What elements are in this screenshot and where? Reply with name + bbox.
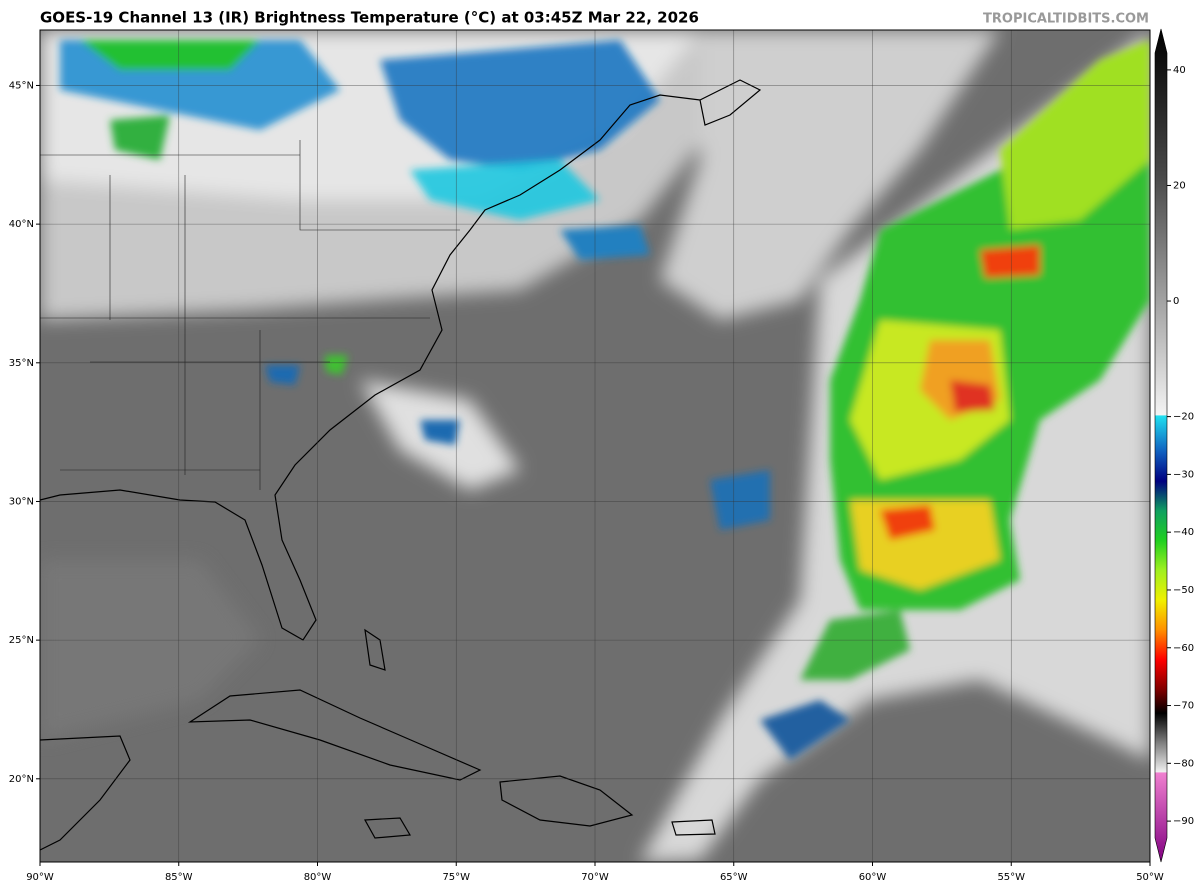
colorbar-tick-label: −20 xyxy=(1173,412,1194,423)
y-tick-label: 40°N xyxy=(9,219,34,230)
y-tick-label: 45°N xyxy=(9,80,34,91)
x-tick-label: 50°W xyxy=(1136,872,1164,883)
colorbar-tick-label: −90 xyxy=(1173,816,1194,827)
coastlines xyxy=(40,79,762,851)
colorbar-tick-label: −40 xyxy=(1173,527,1194,538)
colorbar-tick-label: 40 xyxy=(1173,65,1186,76)
x-tick-label: 60°W xyxy=(859,872,887,883)
title: GOES-19 Channel 13 (IR) Brightness Tempe… xyxy=(40,9,699,27)
x-tick-label: 75°W xyxy=(442,872,470,883)
colorbar-tick-label: −70 xyxy=(1173,701,1194,712)
y-tick-label: 25°N xyxy=(9,635,34,646)
colorbar-tick-label: −80 xyxy=(1173,758,1194,769)
x-tick-label: 90°W xyxy=(26,872,54,883)
x-tick-label: 85°W xyxy=(165,872,193,883)
x-tick-label: 80°W xyxy=(304,872,332,883)
graticule: 90°W 85°W 80°W 75°W 70°W 65°W 60°W 55°W 50°W 20°N… xyxy=(9,30,1164,883)
y-tick-label: 30°N xyxy=(9,496,34,507)
colorbar-tick-label: 0 xyxy=(1173,296,1179,307)
x-tick-label: 70°W xyxy=(581,872,609,883)
colorbar-scale xyxy=(1154,28,1168,863)
map-frame xyxy=(39,29,1151,863)
colorbar-tick-label: 20 xyxy=(1173,180,1186,191)
colorbar-tick-label: −60 xyxy=(1173,643,1194,654)
credit: TROPICALTIDBITS.COM xyxy=(983,12,1149,27)
x-tick-label: 55°W xyxy=(997,872,1025,883)
y-tick-label: 35°N xyxy=(9,358,34,369)
x-tick-label: 65°W xyxy=(720,872,748,883)
y-tick-label: 20°N xyxy=(9,774,34,785)
colorbar-tick-label: −50 xyxy=(1173,585,1194,596)
colorbar-tick-label: −30 xyxy=(1173,469,1194,480)
colorbar: 40 20 0 −20 −30 −40 −50 −60 −70 −80 −90 xyxy=(1154,28,1194,863)
borders xyxy=(40,140,460,490)
